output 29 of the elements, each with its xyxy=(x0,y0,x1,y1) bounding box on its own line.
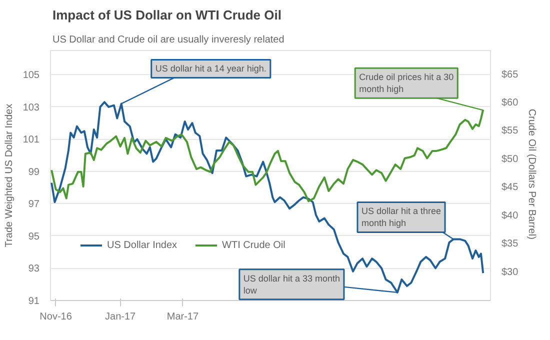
y-tick-label: 105 xyxy=(22,70,40,82)
y2-tick-label: $65 xyxy=(502,69,519,80)
y-axis-title: Trade Weighted US Dollar Index xyxy=(4,104,15,248)
legend-label: US Dollar Index xyxy=(107,240,178,250)
annotation: US dollar hit a three month high xyxy=(361,206,442,228)
annotation: US dollar hit a 33 month low xyxy=(243,273,340,296)
x-tick-label: Mar-17 xyxy=(166,312,199,322)
legend-label: WTI Crude Oil xyxy=(222,240,286,250)
y2-tick-label: $30 xyxy=(502,266,519,278)
x-tick-label: Jan-17 xyxy=(105,312,136,322)
y2-tick-label: $35 xyxy=(502,238,519,250)
y-tick-label: 103 xyxy=(22,102,40,114)
y2-tick-label: $60 xyxy=(502,97,519,108)
y2-tick-label: $55 xyxy=(502,126,519,137)
y2-tick-label: $40 xyxy=(502,210,519,222)
y-tick-label: 95 xyxy=(28,231,40,242)
y-tick-label: 93 xyxy=(28,264,40,275)
annotation: Crude oil prices hit a 30 month high xyxy=(359,72,454,94)
y-tick-label: 97 xyxy=(28,199,40,210)
y-tick-label: 101 xyxy=(22,134,40,146)
y2-tick-label: $50 xyxy=(502,154,519,165)
x-tick-label: Nov-16 xyxy=(40,312,72,322)
y2-tick-label: $45 xyxy=(502,182,519,194)
chart-subtitle: US Dollar and Crude oil are usually inveresly related xyxy=(52,34,284,46)
y2-axis-title: Crude Oil (Dollars Per Barrel) xyxy=(526,108,538,240)
annotation: US dollar hit a 14 year high. xyxy=(155,64,266,74)
chart-title: Impact of US Dollar on WTI Crude Oil xyxy=(52,8,282,22)
y-tick-label: 91 xyxy=(28,296,40,307)
y-tick-label: 99 xyxy=(28,166,40,178)
